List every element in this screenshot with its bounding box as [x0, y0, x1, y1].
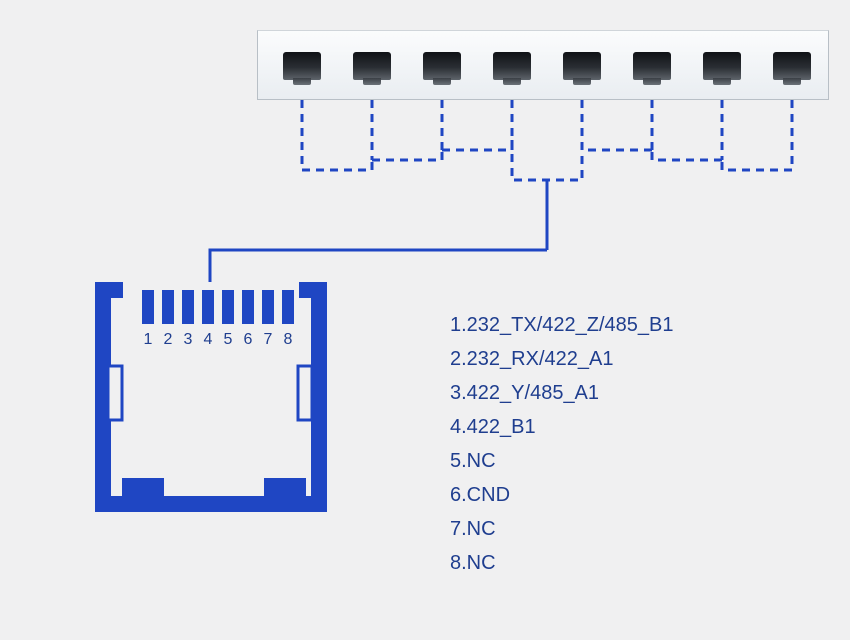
switch-panel: [257, 30, 829, 100]
pinout-line: 5.NC: [450, 444, 674, 478]
rj45-port-icon: [493, 52, 531, 80]
pinout-line: 2.232_RX/422_A1: [450, 342, 674, 376]
svg-text:6: 6: [244, 331, 253, 348]
svg-text:5: 5: [224, 331, 233, 348]
pinout-line: 6.CND: [450, 478, 674, 512]
pinout-line: 8.NC: [450, 546, 674, 580]
pinout-line: 3.422_Y/485_A1: [450, 376, 674, 410]
pinout-line: 1.232_TX/422_Z/485_B1: [450, 308, 674, 342]
rj45-port-icon: [773, 52, 811, 80]
svg-text:3: 3: [184, 331, 193, 348]
pinout-line: 7.NC: [450, 512, 674, 546]
rj45-port-icon: [423, 52, 461, 80]
rj45-port-icon: [703, 52, 741, 80]
rj45-port-icon: [563, 52, 601, 80]
rj45-port-icon: [353, 52, 391, 80]
pinout-line: 4.422_B1: [450, 410, 674, 444]
pinout-legend: 1.232_TX/422_Z/485_B12.232_RX/422_A13.42…: [450, 308, 674, 580]
diagram-canvas: 12345678 1.232_TX/422_Z/485_B12.232_RX/4…: [0, 0, 850, 640]
rj45-port-icon: [633, 52, 671, 80]
rj45-port-icon: [283, 52, 321, 80]
svg-text:1: 1: [144, 331, 153, 348]
svg-text:7: 7: [264, 331, 273, 348]
svg-text:4: 4: [204, 331, 213, 348]
svg-text:2: 2: [164, 331, 173, 348]
svg-text:8: 8: [284, 331, 293, 348]
